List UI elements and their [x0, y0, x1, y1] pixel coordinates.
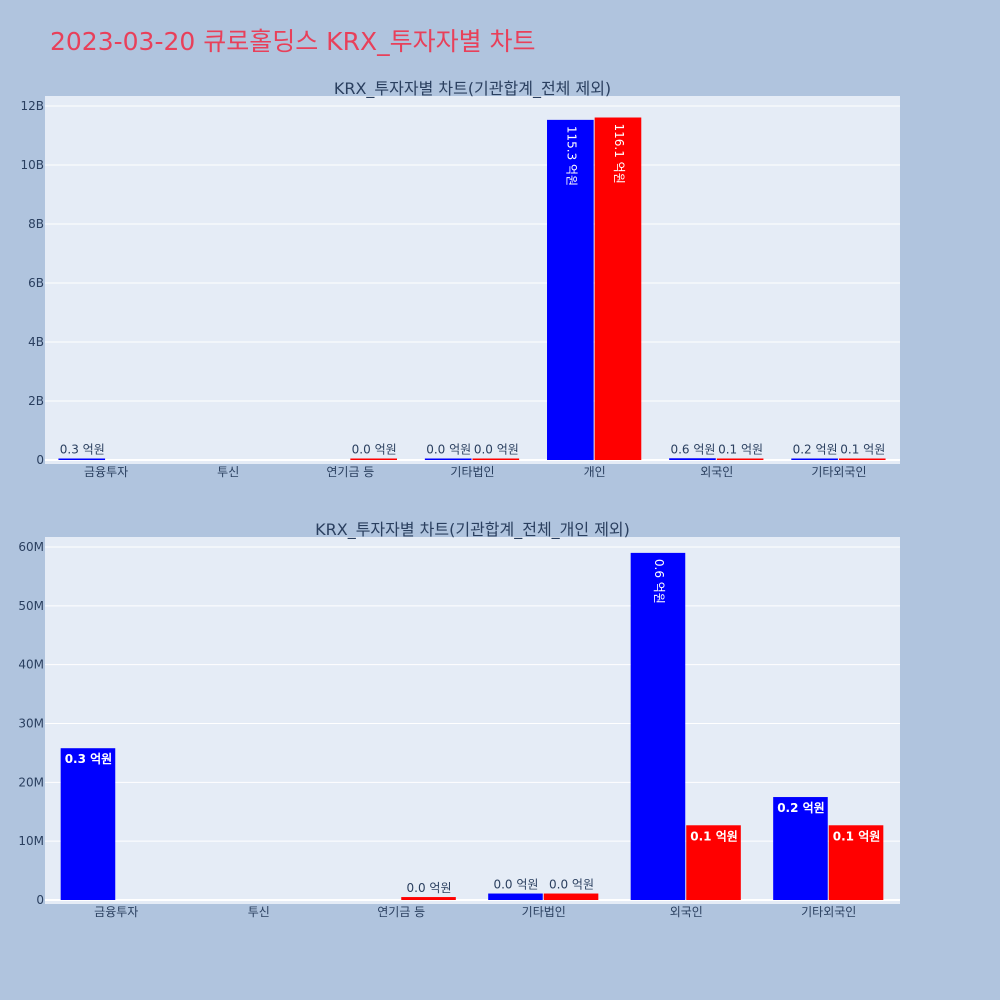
- data-label: 0.0 억원: [493, 878, 538, 892]
- x-tick-label: 기타법인: [522, 905, 566, 919]
- chart-title: KRX_투자자별 차트(기관합계_전체_개인 제외): [315, 520, 630, 540]
- x-tick-label: 연기금 등: [377, 905, 425, 919]
- chart-panel-1: 0 2B 4B 6B 8B 10B 12B KRX_투자자별 차트(기관합계_전체 제외) 금융…: [20, 79, 900, 479]
- buy-bar: [791, 458, 838, 460]
- y-tick-label: 40M: [18, 658, 44, 672]
- y-tick-label: 0: [36, 453, 44, 467]
- sell-bar: [543, 893, 599, 900]
- x-tick-label: 개인: [584, 465, 606, 479]
- sell-bar: [838, 458, 886, 460]
- buy-bar: [773, 797, 828, 900]
- page-title: 2023-03-20 큐로홀딩스 KRX_투자자별 차트: [50, 27, 536, 56]
- data-label: 0.6 억원: [670, 442, 715, 456]
- buy-bar: [58, 458, 106, 460]
- y-tick-label: 10B: [20, 158, 44, 172]
- data-label: 116.1 억원: [612, 124, 626, 184]
- y-tick-label: 8B: [28, 217, 44, 231]
- y-tick-label: 12B: [20, 99, 44, 113]
- y-tick-label: 50M: [18, 599, 44, 613]
- data-label: 0.1 억원: [840, 443, 885, 457]
- chart-panel-2: 0 10M 20M 30M 40M 50M 60M KRX_투자자별 차트(기관합계_전체_개…: [18, 520, 900, 919]
- data-label: 0.2 억원: [793, 443, 838, 457]
- x-tick-label: 기타법인: [450, 465, 494, 479]
- chart-title: KRX_투자자별 차트(기관합계_전체 제외): [334, 79, 611, 99]
- x-tick-label: 연기금 등: [326, 465, 374, 479]
- buy-bar: [630, 552, 686, 900]
- data-label: 0.3 억원: [60, 443, 105, 457]
- y-tick-label: 20M: [18, 775, 44, 789]
- data-label: 0.3 억원: [65, 752, 113, 766]
- y-tick-label: 60M: [18, 540, 44, 554]
- data-label: 0.0 억원: [549, 878, 594, 892]
- x-tick-label: 금융투자: [94, 905, 138, 919]
- buy-bar: [60, 748, 116, 900]
- data-label: 0.1 억원: [718, 443, 763, 457]
- buy-bar: [488, 893, 543, 900]
- buy-bar: [424, 458, 472, 460]
- plot-area: [45, 96, 900, 464]
- sell-bar: [401, 897, 456, 900]
- x-tick-label: 기타외국인: [811, 465, 866, 479]
- sell-bar: [716, 458, 764, 460]
- y-tick-label: 30M: [18, 717, 44, 731]
- sell-bar: [472, 458, 520, 460]
- data-label: 0.1 억원: [833, 829, 881, 843]
- y-tick-label: 0: [36, 893, 44, 907]
- sell-bar: [350, 458, 397, 460]
- data-label: 115.3 억원: [564, 126, 578, 186]
- x-tick-label: 투신: [217, 465, 239, 479]
- data-label: 0.2 억원: [777, 801, 825, 815]
- data-label: 0.0 억원: [352, 443, 397, 457]
- y-tick-label: 4B: [28, 335, 44, 349]
- x-tick-label: 기타외국인: [801, 905, 856, 919]
- x-tick-label: 외국인: [700, 465, 733, 479]
- y-tick-label: 6B: [28, 276, 44, 290]
- buy-bar: [547, 119, 594, 461]
- buy-bar: [669, 458, 716, 460]
- sell-bar: [594, 117, 642, 460]
- data-label: 0.6 억원: [652, 559, 666, 604]
- sell-bar: [828, 825, 884, 900]
- plot-area: [45, 537, 900, 904]
- data-label: 0.0 억원: [407, 881, 452, 895]
- x-tick-label: 외국인: [670, 905, 703, 919]
- data-label: 0.0 억원: [474, 443, 519, 457]
- data-label: 0.1 억원: [690, 829, 738, 843]
- y-tick-label: 10M: [18, 834, 44, 848]
- x-tick-label: 투신: [248, 905, 270, 919]
- y-tick-label: 2B: [28, 394, 44, 408]
- sell-bar: [686, 825, 741, 900]
- data-label: 0.0 억원: [426, 443, 471, 457]
- x-tick-label: 금융투자: [84, 465, 128, 479]
